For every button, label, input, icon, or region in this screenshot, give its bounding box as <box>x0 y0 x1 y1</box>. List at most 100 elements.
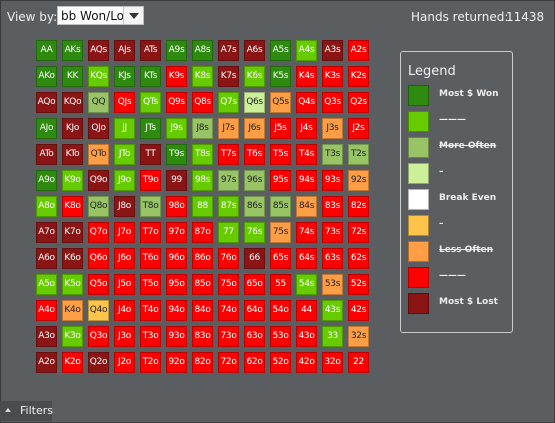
hand-cell[interactable]: AKo <box>36 66 57 87</box>
hand-cell[interactable]: J9s <box>166 118 187 139</box>
hand-cell[interactable]: 63s <box>322 248 343 269</box>
view-by-dropdown[interactable]: bb Won/Lost <box>57 6 144 25</box>
hand-cell[interactable]: KQo <box>62 92 83 113</box>
hand-cell[interactable]: 95o <box>166 274 187 295</box>
hand-cell[interactable]: T8s <box>192 144 213 165</box>
hand-cell[interactable]: 65s <box>270 248 291 269</box>
hand-cell[interactable]: T2o <box>140 352 161 373</box>
hand-cell[interactable]: A5s <box>270 40 291 61</box>
hand-cell[interactable]: K7s <box>218 66 239 87</box>
hand-cell[interactable]: K2o <box>62 352 83 373</box>
hand-cell[interactable]: K8o <box>62 196 83 217</box>
hand-cell[interactable]: 53s <box>322 274 343 295</box>
hand-cell[interactable]: 87o <box>192 222 213 243</box>
hand-cell[interactable]: 42o <box>296 352 317 373</box>
hand-cell[interactable]: 66 <box>244 248 265 269</box>
hand-cell[interactable]: A7o <box>36 222 57 243</box>
hand-cell[interactable]: T3s <box>322 144 343 165</box>
hand-cell[interactable]: A6s <box>244 40 265 61</box>
hand-cell[interactable]: 72o <box>218 352 239 373</box>
hand-cell[interactable]: K4s <box>296 66 317 87</box>
hand-cell[interactable]: 54s <box>296 274 317 295</box>
hand-cell[interactable]: J5o <box>114 274 135 295</box>
hand-cell[interactable]: 73s <box>322 222 343 243</box>
hand-cell[interactable]: AQs <box>88 40 109 61</box>
hand-cell[interactable]: 55 <box>270 274 291 295</box>
hand-cell[interactable]: 97o <box>166 222 187 243</box>
hand-cell[interactable]: KJo <box>62 118 83 139</box>
hand-cell[interactable]: 93o <box>166 326 187 347</box>
hand-cell[interactable]: 43s <box>322 300 343 321</box>
hand-cell[interactable]: 73o <box>218 326 239 347</box>
hand-cell[interactable]: 62s <box>348 248 369 269</box>
hand-cell[interactable]: J6s <box>244 118 265 139</box>
hand-cell[interactable]: 99 <box>166 170 187 191</box>
hand-cell[interactable]: J3o <box>114 326 135 347</box>
hand-cell[interactable]: T2s <box>348 144 369 165</box>
hand-cell[interactable]: Q3s <box>322 92 343 113</box>
hand-cell[interactable]: T9o <box>140 170 161 191</box>
hand-cell[interactable]: Q4o <box>88 300 109 321</box>
hand-cell[interactable]: 96o <box>166 248 187 269</box>
hand-cell[interactable]: QTo <box>88 144 109 165</box>
hand-cell[interactable]: 75o <box>218 274 239 295</box>
hand-cell[interactable]: 76s <box>244 222 265 243</box>
hand-cell[interactable]: ATs <box>140 40 161 61</box>
hand-cell[interactable]: 64o <box>244 300 265 321</box>
hand-cell[interactable]: J8s <box>192 118 213 139</box>
hand-cell[interactable]: 63o <box>244 326 265 347</box>
hand-cell[interactable]: A4o <box>36 300 57 321</box>
hand-cell[interactable]: K5s <box>270 66 291 87</box>
hand-cell[interactable]: K7o <box>62 222 83 243</box>
hand-cell[interactable]: 64s <box>296 248 317 269</box>
hand-cell[interactable]: A2s <box>348 40 369 61</box>
hand-cell[interactable]: 94o <box>166 300 187 321</box>
hand-cell[interactable]: AKs <box>62 40 83 61</box>
hand-cell[interactable]: 42s <box>348 300 369 321</box>
hand-cell[interactable]: Q5s <box>270 92 291 113</box>
hand-cell[interactable]: 86s <box>244 196 265 217</box>
hand-cell[interactable]: K5o <box>62 274 83 295</box>
hand-cell[interactable]: QJs <box>114 92 135 113</box>
hand-cell[interactable]: 33 <box>322 326 343 347</box>
hand-cell[interactable]: KQs <box>88 66 109 87</box>
hand-cell[interactable]: J7s <box>218 118 239 139</box>
hand-cell[interactable]: QQ <box>88 92 109 113</box>
hand-cell[interactable]: 44 <box>296 300 317 321</box>
hand-cell[interactable]: 77 <box>218 222 239 243</box>
hand-cell[interactable]: 83s <box>322 196 343 217</box>
hand-cell[interactable]: Q3o <box>88 326 109 347</box>
hand-cell[interactable]: 75s <box>270 222 291 243</box>
hand-cell[interactable]: 95s <box>270 170 291 191</box>
hand-cell[interactable]: J2o <box>114 352 135 373</box>
hand-cell[interactable]: 92s <box>348 170 369 191</box>
hand-cell[interactable]: 43o <box>296 326 317 347</box>
hand-cell[interactable]: K9o <box>62 170 83 191</box>
hand-cell[interactable]: AJs <box>114 40 135 61</box>
hand-cell[interactable]: A3s <box>322 40 343 61</box>
hand-cell[interactable]: 72s <box>348 222 369 243</box>
hand-cell[interactable]: 82s <box>348 196 369 217</box>
hand-cell[interactable]: J4s <box>296 118 317 139</box>
hand-cell[interactable]: T7o <box>140 222 161 243</box>
hand-cell[interactable]: A3o <box>36 326 57 347</box>
hand-cell[interactable]: 52o <box>270 352 291 373</box>
hand-cell[interactable]: Q6o <box>88 248 109 269</box>
hand-cell[interactable]: J9o <box>114 170 135 191</box>
hand-cell[interactable]: Q9s <box>166 92 187 113</box>
hand-cell[interactable]: Q2s <box>348 92 369 113</box>
hand-cell[interactable]: A9o <box>36 170 57 191</box>
hand-cell[interactable]: 54o <box>270 300 291 321</box>
hand-cell[interactable]: 76o <box>218 248 239 269</box>
hand-cell[interactable]: A7s <box>218 40 239 61</box>
hand-cell[interactable]: K4o <box>62 300 83 321</box>
hand-cell[interactable]: JTs <box>140 118 161 139</box>
hand-cell[interactable]: A2o <box>36 352 57 373</box>
hand-cell[interactable]: Q8s <box>192 92 213 113</box>
hand-cell[interactable]: 87s <box>218 196 239 217</box>
hand-cell[interactable]: AA <box>36 40 57 61</box>
hand-cell[interactable]: T6s <box>244 144 265 165</box>
hand-cell[interactable]: 97s <box>218 170 239 191</box>
hand-cell[interactable]: J4o <box>114 300 135 321</box>
filters-toggle[interactable]: Filters <box>0 401 53 421</box>
